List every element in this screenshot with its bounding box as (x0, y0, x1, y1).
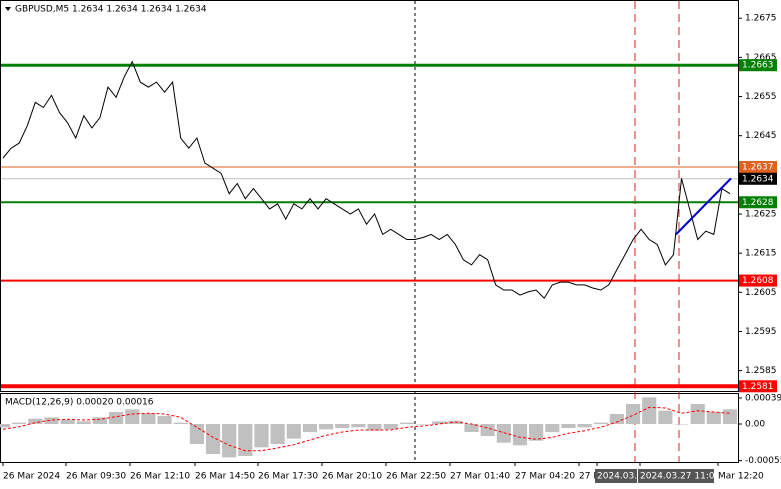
macd-bar (383, 424, 398, 430)
macd-bar (561, 424, 576, 428)
signal-line (2, 406, 731, 452)
macd-bar (658, 410, 673, 424)
axes: 1.2675 1.2665 1.2655 1.2645 1.2625 1.2615 1.26… (2, 14, 781, 483)
x-tick-label: 2024.03.27 11:05 (640, 472, 720, 482)
price-level-label: 1.2628 (742, 198, 774, 208)
price-level-label-box (739, 274, 777, 287)
macd-bar (205, 424, 221, 454)
macd-bar (642, 397, 657, 424)
macd-bar (529, 424, 544, 441)
macd-panel-frame (0, 393, 739, 463)
price-level-label: 1.2608 (742, 276, 774, 286)
price-level-label: 1.2637 (742, 163, 774, 173)
x-tick-label: 26 Mar 22:50 (386, 472, 446, 482)
macd-bar (92, 417, 108, 424)
x-tick-label: 27 Mar 04:20 (515, 472, 575, 482)
macd-bar (351, 424, 366, 428)
macd-bar (109, 412, 124, 424)
macd-bar (674, 424, 689, 425)
macd-bar (319, 424, 334, 430)
x-tick-label: Mar 12:20 (718, 472, 764, 482)
y-tick-label: 1.2665 (745, 53, 777, 63)
macd-bar (496, 424, 511, 443)
macd-bar (722, 409, 738, 424)
y-tick-label: 1.2645 (745, 131, 777, 141)
chart-title: GBPUSD,M5 1.2634 1.2634 1.2634 1.2634 (15, 5, 207, 15)
x-tick-label: 27 Mar 01:40 (450, 472, 510, 482)
y-tick-label: 0.00039 (745, 394, 781, 404)
macd-bar (706, 412, 721, 424)
x-tick-label: 2024.03.. (597, 472, 640, 482)
macd-bar (302, 424, 318, 432)
macd-bar (28, 418, 43, 424)
macd-bar (464, 424, 479, 432)
x-tick-label: 26 Mar 2024 (3, 472, 60, 482)
price-level-label: 1.2581 (742, 382, 774, 392)
y-tick-label: 1.2595 (745, 327, 777, 337)
y-tick-label: 1.2605 (745, 288, 777, 298)
main-plot (1, 60, 738, 389)
macd-bar (286, 424, 301, 439)
macd-bar (545, 424, 560, 432)
macd-bar (399, 422, 414, 424)
title-icon (5, 7, 11, 11)
x-label-highlight (638, 469, 714, 483)
price-level-label: 1.2663 (742, 61, 774, 71)
x-tick-label: 26 Mar 20:10 (322, 472, 382, 482)
macd-bar (512, 424, 528, 446)
macd-bar (367, 424, 382, 431)
price-level-label-box (739, 196, 777, 209)
macd-bar (189, 424, 204, 444)
y-tick-label: 0.00 (745, 420, 765, 430)
macd-bar (12, 422, 27, 424)
macd-bar (480, 424, 495, 436)
price-line (2, 60, 731, 300)
macd-bar (577, 424, 592, 428)
macd-bar (173, 422, 188, 424)
price-level-label-box (739, 172, 777, 185)
macd-bar (141, 413, 156, 424)
macd-bar (0, 424, 11, 428)
macd-plot (0, 397, 738, 458)
price-level-label-box (739, 59, 777, 72)
x-tick-label: 27 M (579, 472, 601, 482)
price-level-label: 1.2634 (742, 174, 774, 184)
y-tick-label: 1.2675 (745, 14, 777, 24)
y-tick-label: 1.2655 (745, 92, 777, 102)
macd-bar (432, 421, 447, 424)
main-panel-frame (0, 0, 739, 392)
y-tick-label: 1.2615 (745, 249, 777, 259)
y-tick-label: -0.00055 (745, 456, 781, 466)
macd-bar (593, 422, 608, 424)
macd-title: MACD(12,26,9) 0.00020 0.00016 (5, 398, 154, 408)
macd-bar (335, 424, 350, 428)
macd-bar (125, 409, 140, 424)
macd-bar (157, 416, 172, 424)
x-tick-label: 26 Mar 17:30 (258, 472, 318, 482)
x-label-highlight (595, 469, 637, 483)
x-tick-label: 26 Mar 12:10 (130, 472, 190, 482)
macd-bar (270, 424, 285, 444)
macd-bar (222, 424, 237, 458)
macd-bar (625, 404, 641, 424)
x-tick-label: 26 Mar 09:30 (66, 472, 126, 482)
macd-bar (415, 424, 431, 425)
macd-bar (609, 414, 624, 424)
x-tick-label: 26 Mar 14:50 (195, 472, 255, 482)
macd-bar (76, 421, 91, 424)
macd-bar (44, 417, 59, 424)
y-tick-label: 1.2625 (745, 210, 777, 220)
y-tick-label: 1.2585 (745, 366, 777, 376)
price-level-label-box (739, 161, 777, 174)
price-level-label-box (739, 380, 777, 393)
trend-line (675, 177, 732, 236)
macd-bar (254, 424, 269, 448)
macd-bar (690, 404, 705, 424)
macd-bar (238, 424, 253, 456)
macd-bar (60, 420, 75, 424)
